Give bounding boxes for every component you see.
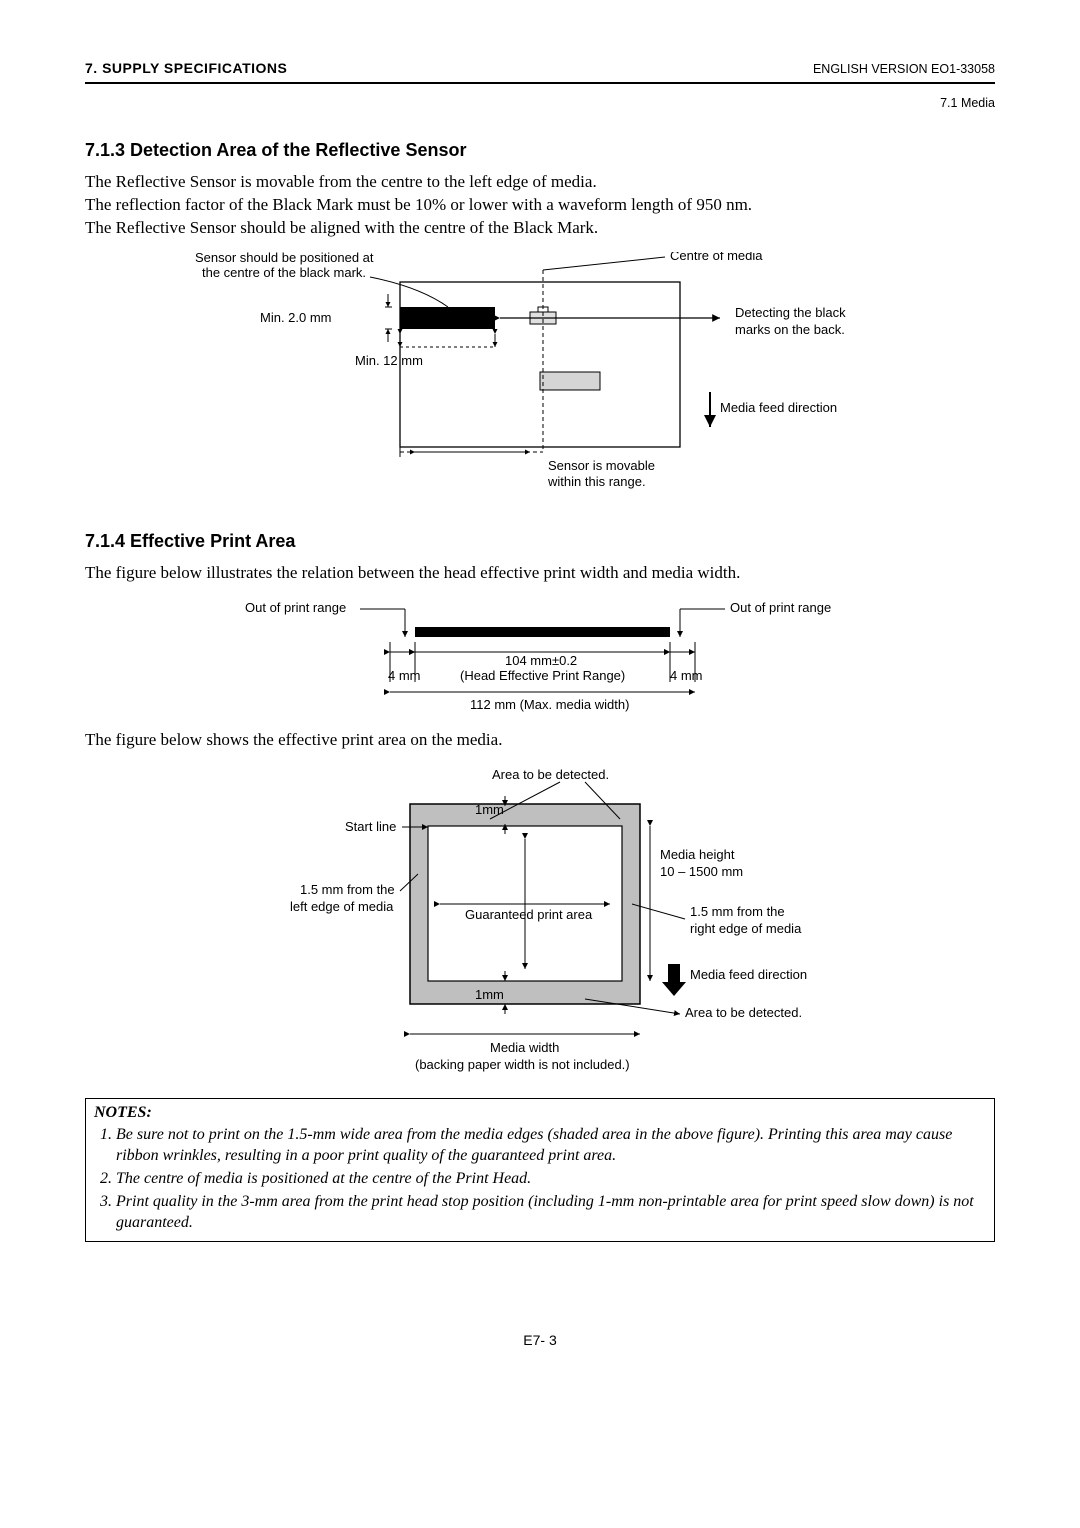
notes-title: NOTES: <box>94 1104 152 1121</box>
lbl-guar: Guaranteed print area <box>465 907 593 922</box>
page-header: 7. SUPPLY SPECIFICATIONS ENGLISH VERSION… <box>85 60 995 76</box>
lbl-mh1: Media height <box>660 847 735 862</box>
lbl-detect2: marks on the back. <box>735 322 845 337</box>
lbl-movable1: Sensor is movable <box>548 458 655 473</box>
diagram-713: Centre of media Sensor should be positio… <box>85 252 995 501</box>
lbl-re1: 1.5 mm from the <box>690 904 785 919</box>
lbl-le2: left edge of media <box>290 899 394 914</box>
header-left: 7. SUPPLY SPECIFICATIONS <box>85 60 287 76</box>
lbl-feed: Media feed direction <box>720 400 837 415</box>
lbl-mw: Media width <box>490 1040 559 1055</box>
lbl-104: 104 mm±0.2 <box>505 653 577 668</box>
lbl-backing: (backing paper width is not included.) <box>415 1057 630 1072</box>
header-right: ENGLISH VERSION EO1-33058 <box>813 62 995 76</box>
page-footer: E7- 3 <box>85 1332 995 1348</box>
section-713-title: 7.1.3 Detection Area of the Reflective S… <box>85 140 995 161</box>
lbl-112: 112 mm (Max. media width) <box>470 697 629 712</box>
s714-p1: The figure below illustrates the relatio… <box>85 562 995 585</box>
s713-p1: The Reflective Sensor is movable from th… <box>85 172 597 191</box>
section-713-body: The Reflective Sensor is movable from th… <box>85 171 995 240</box>
lbl-out-left: Out of print range <box>245 600 346 615</box>
s713-p2: The reflection factor of the Black Mark … <box>85 195 752 214</box>
lbl-feed-b: Media feed direction <box>690 967 807 982</box>
diagram-714b: Area to be detected. 1mm Start line Medi… <box>85 764 995 1088</box>
lbl-area-bot: Area to be detected. <box>685 1005 802 1020</box>
lbl-detect1: Detecting the black <box>735 305 846 320</box>
lbl-1mm-bot: 1mm <box>475 987 504 1002</box>
lbl-4mm-r: 4 mm <box>670 668 703 683</box>
lbl-area-top: Area to be detected. <box>492 767 609 782</box>
lbl-start: Start line <box>345 819 396 834</box>
lbl-min20: Min. 2.0 mm <box>260 310 332 325</box>
s713-p3: The Reflective Sensor should be aligned … <box>85 218 598 237</box>
lbl-min12: Min. 12 mm <box>355 353 423 368</box>
section-714-title: 7.1.4 Effective Print Area <box>85 531 995 552</box>
lbl-1mm-top: 1mm <box>475 802 504 817</box>
lbl-re2: right edge of media <box>690 921 802 936</box>
lbl-out-right: Out of print range <box>730 600 831 615</box>
note-1: Be sure not to print on the 1.5-mm wide … <box>116 1125 986 1167</box>
lbl-4mm-l: 4 mm <box>388 668 421 683</box>
notes-box: NOTES: Be sure not to print on the 1.5-m… <box>85 1098 995 1243</box>
lbl-headrange: (Head Effective Print Range) <box>460 668 625 683</box>
diagram-714a: Out of print range Out of print range 10… <box>85 597 995 721</box>
s714-p2: The figure below shows the effective pri… <box>85 729 995 752</box>
lbl-sensor2: the centre of the black mark. <box>202 265 366 280</box>
header-rule <box>85 82 995 84</box>
lbl-movable2: within this range. <box>547 474 646 489</box>
lbl-mh2: 10 – 1500 mm <box>660 864 743 879</box>
note-2: The centre of media is positioned at the… <box>116 1169 986 1190</box>
note-3: Print quality in the 3-mm area from the … <box>116 1192 986 1234</box>
lbl-le1: 1.5 mm from the <box>300 882 395 897</box>
sub-header: 7.1 Media <box>85 96 995 110</box>
lbl-sensor1: Sensor should be positioned at <box>195 252 374 265</box>
lbl-centre-media: Centre of media <box>670 252 763 263</box>
